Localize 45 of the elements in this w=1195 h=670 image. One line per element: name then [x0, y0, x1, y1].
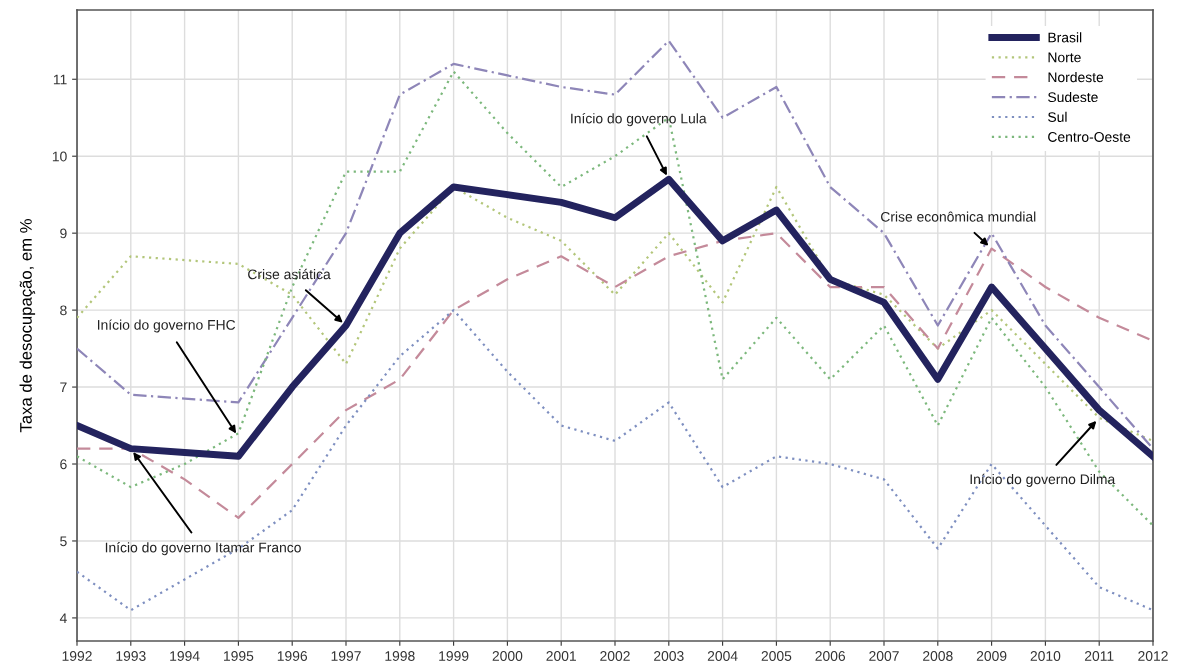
line-series [77, 70, 1153, 527]
x-tick-label: 2006 [815, 651, 846, 661]
annotation: Crise asiática [248, 268, 331, 280]
x-tick-label: 1992 [62, 651, 92, 661]
x-tick-label: 1995 [224, 651, 254, 661]
x-tick-label: 1993 [116, 651, 146, 661]
y-tick-label: 7 [60, 382, 67, 393]
x-tick-label: 2002 [600, 651, 630, 661]
x-tick-label: 1997 [331, 651, 361, 661]
x-tick-label: 1996 [277, 651, 308, 661]
annotation: Início do governo FHC [97, 319, 236, 333]
x-tick-label: 2011 [1084, 651, 1114, 661]
annotation: Início do governo Dilma [970, 473, 1116, 487]
y-tick-label: 9 [60, 228, 67, 239]
y-tick-label: 11 [53, 74, 67, 85]
legend-label: Nordeste [1048, 72, 1104, 83]
y-tick-label: 10 [52, 151, 67, 162]
x-tick-label: 2009 [976, 651, 1007, 661]
x-tick-label: 2007 [869, 651, 899, 661]
x-tick-label: 1994 [170, 651, 200, 661]
legend-label: Sudeste [1048, 91, 1098, 103]
y-tick-label: 8 [60, 305, 67, 316]
y-axis-title: Taxa de desocupação, em % [19, 219, 36, 433]
legend-label: Brasil [1048, 32, 1082, 43]
y-tick-label: 4 [59, 613, 67, 623]
x-tick-label: 2004 [707, 651, 738, 661]
y-tick-label: 6 [60, 459, 67, 470]
x-tick-label: 2012 [1138, 651, 1168, 661]
annotation: Crise econômica mundial [881, 211, 1036, 222]
x-tick-label: 2001 [546, 651, 576, 661]
x-tick-label: 1998 [385, 651, 415, 661]
legend-label: Norte [1048, 52, 1081, 63]
x-tick-label: 2010 [1030, 651, 1061, 661]
legend-label: Sul [1048, 111, 1067, 122]
x-tick-label: 1999 [439, 651, 469, 661]
x-tick-label: 2005 [761, 651, 792, 661]
line-series [77, 232, 1153, 519]
x-tick-label: 2003 [654, 651, 684, 661]
x-tick-label: 2000 [492, 651, 523, 661]
line-series [77, 309, 1153, 612]
x-tick-label: 2008 [923, 651, 953, 661]
annotation: Início do governo Itamar Franco [105, 542, 301, 556]
legend-label: Centro-Oeste [1048, 132, 1131, 142]
y-tick-label: 5 [60, 536, 67, 547]
annotation: Início do governo Lula [571, 113, 707, 127]
